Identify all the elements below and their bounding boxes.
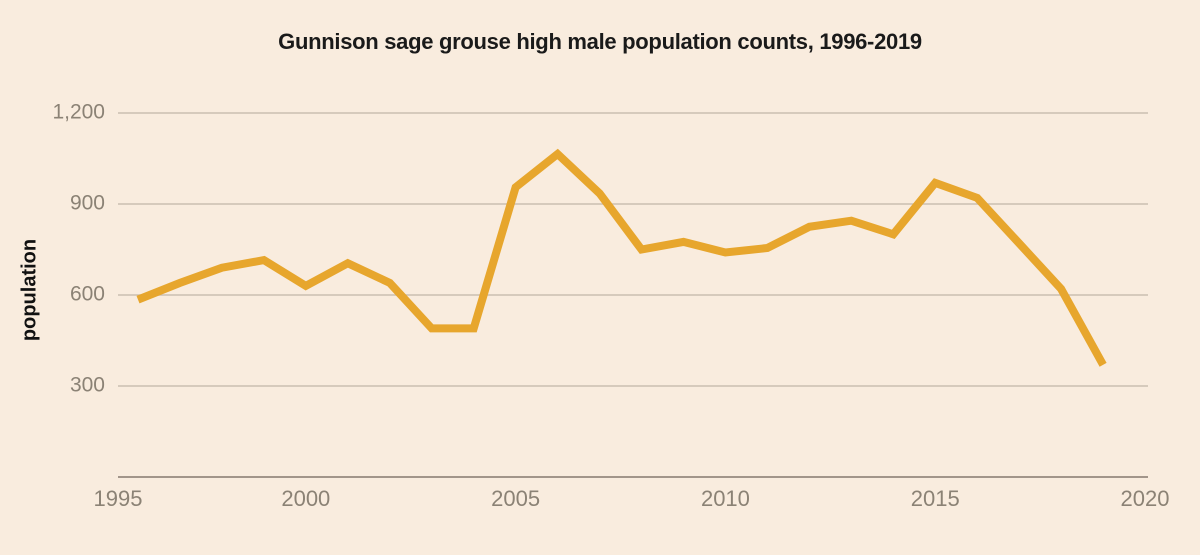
y-tick-label: 900 [69,191,105,215]
x-tick-label: 2010 [700,486,750,511]
y-tick-label: 300 [69,373,105,397]
y-tick-label: 600 [69,282,105,306]
chart-title: Gunnison sage grouse high male populatio… [278,29,922,54]
x-tick-label: 2020 [1120,486,1170,511]
x-tick-label: 2005 [491,486,541,511]
x-tick-label: 2000 [281,486,331,511]
x-tick-label: 2015 [910,486,960,511]
y-tick-label: 1,200 [52,100,105,124]
x-tick-label: 1995 [93,486,143,511]
data-line [136,148,1107,367]
